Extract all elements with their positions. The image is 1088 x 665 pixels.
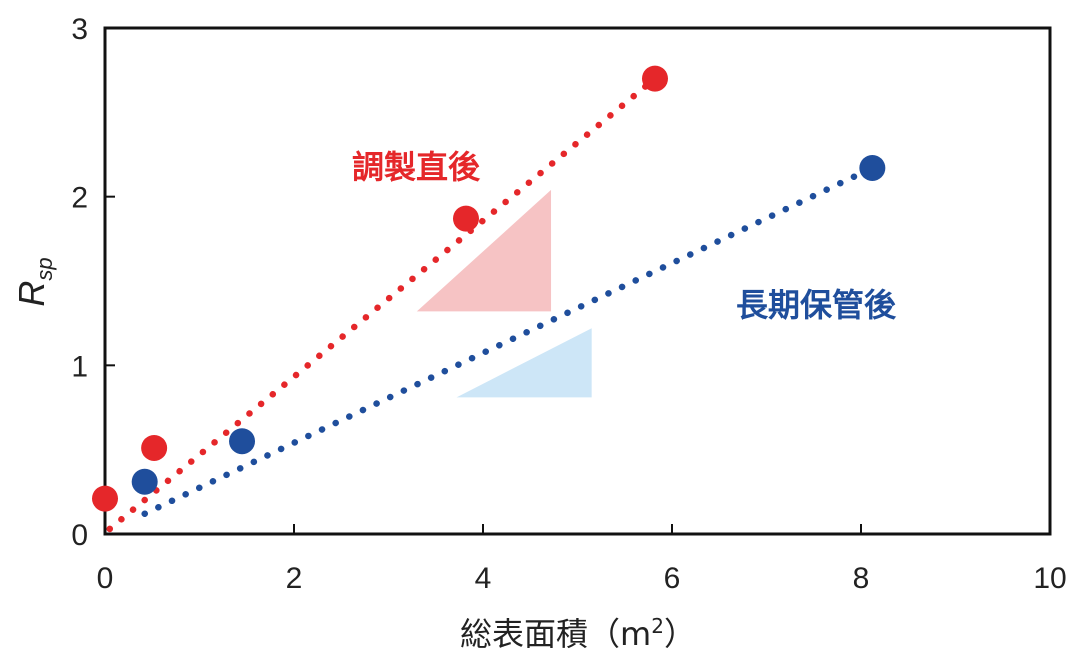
y-tick-label: 3 <box>71 13 88 46</box>
x-tick-label: 10 <box>1033 562 1066 595</box>
y-axis-label-subscript: sp <box>32 257 57 280</box>
y-tick-label: 2 <box>71 182 88 215</box>
data-point-series-1 <box>131 468 158 495</box>
x-axis-label: 総表面積（m2） <box>460 614 696 653</box>
x-tick-label: 2 <box>286 562 303 595</box>
y-axis-label: Rsp <box>11 257 57 306</box>
x-axis-label-close: ） <box>664 615 696 653</box>
trend-line-series-0 <box>106 75 659 533</box>
x-tick-label: 6 <box>664 562 681 595</box>
y-tick-label: 1 <box>71 350 88 383</box>
trend-line-series-1 <box>141 164 876 518</box>
slope-triangle-series-0 <box>416 189 552 312</box>
data-point-series-0 <box>92 485 118 512</box>
data-point-series-0 <box>141 434 168 461</box>
x-axis-label-superscript: 2 <box>651 614 664 638</box>
x-tick-label: 0 <box>97 562 114 595</box>
plot-frame <box>103 26 1052 536</box>
trend-lines <box>106 75 876 533</box>
data-point-series-1 <box>859 154 886 181</box>
x-axis-label-text: 総表面積（m <box>460 615 651 653</box>
data-point-series-1 <box>229 428 256 455</box>
series-label-after-preparation: 調製直後 <box>352 148 481 186</box>
data-point-series-0 <box>641 65 668 92</box>
data-point-series-0 <box>452 205 479 232</box>
data-points <box>92 65 886 512</box>
y-ticks: 0 1 2 3 <box>71 13 115 552</box>
series-label-after-long-storage: 長期保管後 <box>736 286 897 324</box>
x-ticks: 0 2 4 6 8 10 <box>97 524 1067 595</box>
y-tick-label: 0 <box>71 519 88 552</box>
slope-triangles <box>416 189 592 398</box>
slope-triangle-series-1 <box>456 328 592 398</box>
x-tick-label: 8 <box>853 562 870 595</box>
x-tick-label: 4 <box>475 562 492 595</box>
y-axis-label-text: R <box>11 281 52 307</box>
